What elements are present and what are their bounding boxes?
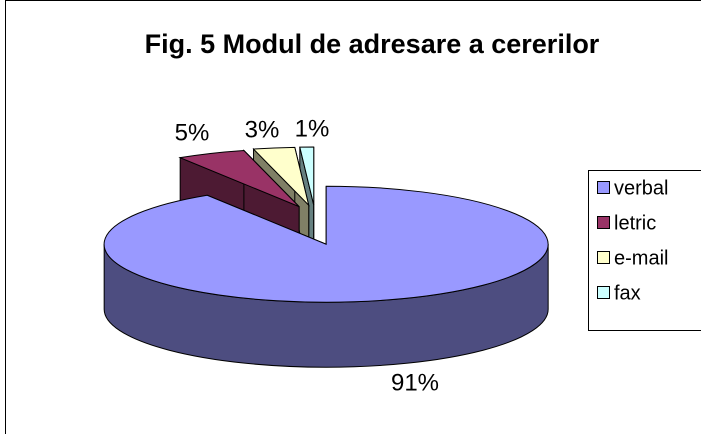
slice (252, 146, 310, 207)
data-label: 1% (295, 115, 330, 142)
legend-label: e-mail (614, 247, 668, 269)
legend-swatch (597, 251, 610, 264)
data-label: 3% (245, 116, 280, 143)
legend-box (588, 170, 701, 331)
legend-label: verbal (614, 177, 668, 199)
legend-label: letric (614, 212, 656, 234)
legend-swatch (597, 216, 610, 229)
data-label: 5% (175, 119, 210, 146)
legend-label: fax (614, 282, 641, 304)
slice (103, 185, 549, 303)
slice (299, 146, 315, 206)
chart-title: Fig. 5 Modul de adresare a cererilor (145, 29, 600, 59)
slice (178, 149, 300, 208)
data-label: 91% (391, 369, 439, 396)
legend-swatch (597, 286, 610, 299)
legend-swatch (597, 181, 610, 194)
